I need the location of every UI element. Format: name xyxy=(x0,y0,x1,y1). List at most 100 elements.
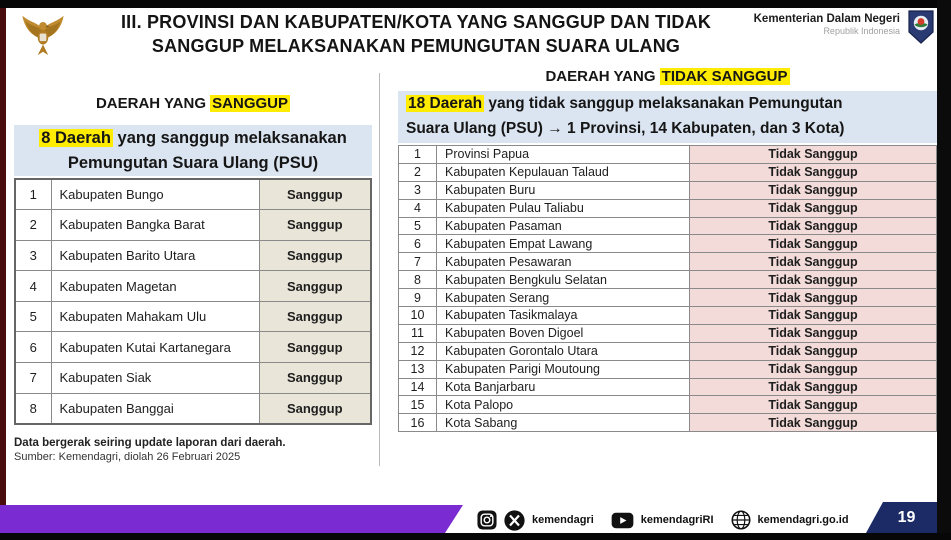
row-number: 12 xyxy=(398,341,437,361)
region-name: Kabupaten Bengkulu Selatan xyxy=(436,270,690,290)
left-panel-subheading-box: 8 Daerah yang sanggup melaksanakan Pemun… xyxy=(14,125,372,176)
status-badge: Tidak Sanggup xyxy=(689,413,937,433)
table-row: 9 Kabupaten Serang Tidak Sanggup xyxy=(398,288,937,308)
region-name: Kabupaten Boven Digoel xyxy=(436,323,690,343)
x-twitter-icon xyxy=(504,509,525,531)
slide-title: III. PROVINSI DAN KABUPATEN/KOTA YANG SA… xyxy=(82,11,750,59)
region-name: Kota Palopo xyxy=(436,395,690,415)
region-name: Provinsi Papua xyxy=(436,145,690,164)
region-name: Kabupaten Magetan xyxy=(50,270,260,302)
table-row: 12 Kabupaten Gorontalo Utara Tidak Sangg… xyxy=(398,341,937,361)
footer-purple-bar xyxy=(0,505,463,533)
row-number: 15 xyxy=(398,395,437,415)
table-row: 2 Kabupaten Kepulauan Talaud Tidak Sangg… xyxy=(398,162,937,182)
status-badge: Tidak Sanggup xyxy=(689,252,937,272)
table-row: 5 Kabupaten Mahakam Ulu Sanggup xyxy=(14,300,372,333)
region-name: Kabupaten Siak xyxy=(50,362,260,394)
right-sub-line2: Suara Ulang (PSU) → 1 Provinsi, 14 Kabup… xyxy=(406,120,845,137)
table-row: 8 Kabupaten Bengkulu Selatan Tidak Sangg… xyxy=(398,270,937,290)
table-row: 4 Kabupaten Magetan Sanggup xyxy=(14,270,372,302)
table-row: 8 Kabupaten Banggai Sanggup xyxy=(14,392,372,425)
status-badge: Tidak Sanggup xyxy=(689,270,937,290)
row-number: 4 xyxy=(14,270,52,302)
region-name: Kabupaten Pesawaran xyxy=(436,252,690,272)
status-badge: Tidak Sanggup xyxy=(689,377,937,397)
row-number: 7 xyxy=(398,252,437,272)
top-letterbox-bar xyxy=(0,0,951,8)
table-row: 1 Kabupaten Bungo Sanggup xyxy=(14,178,372,211)
status-badge: Tidak Sanggup xyxy=(689,234,937,254)
bottom-letterbox-bar xyxy=(0,533,951,540)
table-row: 5 Kabupaten Pasaman Tidak Sanggup xyxy=(398,216,937,236)
slide-title-line1: III. PROVINSI DAN KABUPATEN/KOTA YANG SA… xyxy=(120,12,712,32)
status-badge: Tidak Sanggup xyxy=(689,288,937,308)
social-handle-instagram-x: kemendagri xyxy=(532,514,594,526)
right-sub-highlight: 18 Daerah xyxy=(406,95,485,113)
sanggup-table: 1 Kabupaten Bungo Sanggup 2 Kabupaten Ba… xyxy=(14,178,372,425)
status-badge: Sanggup xyxy=(258,239,372,272)
note-disclaimer: Data bergerak seiring update laporan dar… xyxy=(14,437,286,449)
status-badge: Sanggup xyxy=(258,331,372,364)
table-row: 6 Kabupaten Empat Lawang Tidak Sanggup xyxy=(398,234,937,254)
left-heading-highlight: SANGGUP xyxy=(210,95,291,112)
table-row: 6 Kabupaten Kutai Kartanegara Sanggup xyxy=(14,331,372,364)
left-sub-line1: yang sanggup melaksanakan xyxy=(112,128,347,147)
row-number: 4 xyxy=(398,198,437,218)
status-badge: Tidak Sanggup xyxy=(689,359,937,379)
ministry-header: Kementerian Dalam Negeri Republik Indone… xyxy=(700,13,900,36)
status-badge: Tidak Sanggup xyxy=(689,323,937,343)
row-number: 14 xyxy=(398,377,437,397)
right-sub-line1: yang tidak sanggup melaksanakan Pemungut… xyxy=(484,95,843,113)
table-row: 15 Kota Palopo Tidak Sanggup xyxy=(398,395,937,415)
ministry-name: Kementerian Dalam Negeri xyxy=(753,13,900,25)
region-name: Kabupaten Mahakam Ulu xyxy=(50,300,260,333)
region-name: Kabupaten Pasaman xyxy=(436,216,690,236)
status-badge: Tidak Sanggup xyxy=(689,395,937,415)
social-handle-website: kemendagri.go.id xyxy=(757,514,849,526)
left-panel-heading: DAERAH YANG SANGGUP xyxy=(14,95,372,112)
status-badge: Sanggup xyxy=(258,178,372,211)
region-name: Kabupaten Bangka Barat xyxy=(50,209,260,241)
region-name: Kabupaten Kepulauan Talaud xyxy=(436,162,690,182)
region-name: Kabupaten Barito Utara xyxy=(50,239,260,272)
row-number: 5 xyxy=(398,216,437,236)
row-number: 16 xyxy=(398,413,437,433)
row-number: 1 xyxy=(14,178,52,211)
table-row: 4 Kabupaten Pulau Taliabu Tidak Sanggup xyxy=(398,198,937,218)
left-heading-prefix: DAERAH YANG xyxy=(95,95,211,112)
right-heading-highlight: TIDAK SANGGUP xyxy=(659,68,790,85)
row-number: 2 xyxy=(398,162,437,182)
status-badge: Tidak Sanggup xyxy=(689,198,937,218)
region-name: Kabupaten Pulau Taliabu xyxy=(436,198,690,218)
table-row: 11 Kabupaten Boven Digoel Tidak Sanggup xyxy=(398,323,937,343)
row-number: 13 xyxy=(398,359,437,379)
row-number: 9 xyxy=(398,288,437,308)
left-sub-highlight: 8 Daerah xyxy=(39,128,113,147)
region-name: Kota Sabang xyxy=(436,413,690,433)
region-name: Kabupaten Tasikmalaya xyxy=(436,306,690,325)
row-number: 11 xyxy=(398,323,437,343)
status-badge: Sanggup xyxy=(258,392,372,425)
table-row: 3 Kabupaten Buru Tidak Sanggup xyxy=(398,180,937,200)
table-row: 10 Kabupaten Tasikmalaya Tidak Sanggup xyxy=(398,306,937,325)
region-name: Kabupaten Gorontalo Utara xyxy=(436,341,690,361)
right-panel-heading: DAERAH YANG TIDAK SANGGUP xyxy=(398,68,937,85)
row-number: 7 xyxy=(14,362,52,394)
status-badge: Tidak Sanggup xyxy=(689,162,937,182)
region-name: Kabupaten Kutai Kartanegara xyxy=(50,331,260,364)
row-number: 3 xyxy=(398,180,437,200)
region-name: Kota Banjarbaru xyxy=(436,377,690,397)
table-row: 3 Kabupaten Barito Utara Sanggup xyxy=(14,239,372,272)
right-panel-subheading-box: 18 Daerah yang tidak sanggup melaksanaka… xyxy=(398,91,937,143)
row-number: 8 xyxy=(14,392,52,425)
row-number: 2 xyxy=(14,209,52,241)
status-badge: Sanggup xyxy=(258,270,372,302)
footer-social-row: kemendagri kemendagriRI kemendagri.go.id xyxy=(477,507,859,533)
region-name: Kabupaten Banggai xyxy=(50,392,260,425)
status-badge: Sanggup xyxy=(258,300,372,333)
kemendagri-logo-icon xyxy=(908,10,934,44)
right-letterbox-strip xyxy=(937,0,951,540)
table-row: 1 Provinsi Papua Tidak Sanggup xyxy=(398,145,937,164)
right-heading-prefix: DAERAH YANG xyxy=(545,68,660,85)
